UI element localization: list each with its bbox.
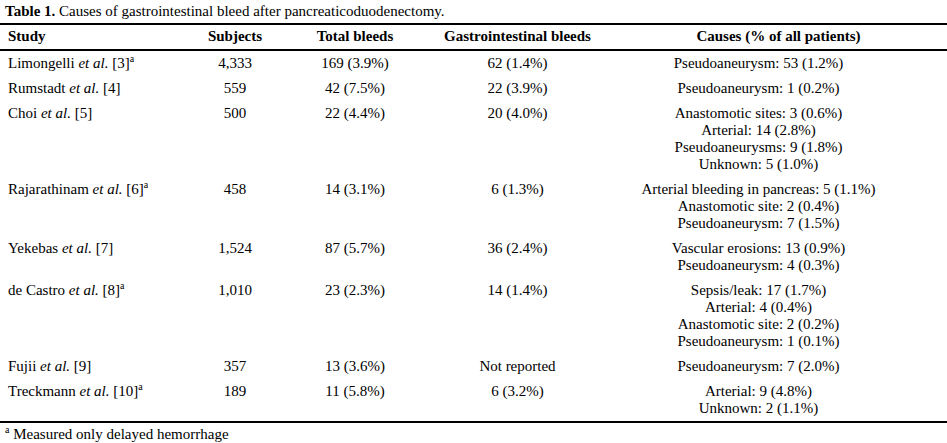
footnote-marker: a bbox=[5, 424, 9, 435]
cause-line: Pseudoaneurysm: 1 (0.2%) bbox=[610, 80, 907, 97]
table-footnote: a Measured only delayed hemorrhage bbox=[0, 423, 947, 443]
table-row: Choi et al. [5]50022 (4.4%)20 (4.0%)Anas… bbox=[0, 101, 947, 177]
total-bleeds-cell: 11 (5.8%) bbox=[285, 379, 425, 422]
total-bleeds-cell: 42 (7.5%) bbox=[285, 76, 425, 101]
subjects-cell: 189 bbox=[185, 379, 285, 422]
cause-line: Anastomotic sites: 3 (0.6%) bbox=[610, 105, 907, 122]
cause-line: Unknown: 2 (1.1%) bbox=[610, 400, 907, 417]
subjects-cell: 1,010 bbox=[185, 278, 285, 354]
cause-line: Pseudoaneurysm: 53 (1.2%) bbox=[610, 55, 907, 72]
study-cell: de Castro et al. [8]a bbox=[0, 278, 185, 354]
table-body: Limongelli et al. [3]a4,333169 (3.9%)62 … bbox=[0, 50, 947, 422]
table-row: Rajarathinam et al. [6]a45814 (3.1%)6 (1… bbox=[0, 177, 947, 236]
cause-line: Pseudoaneurysm: 7 (1.5%) bbox=[610, 215, 907, 232]
table-row: Fujii et al. [9]35713 (3.6%)Not reported… bbox=[0, 354, 947, 379]
gi-bleeds-cell: Not reported bbox=[425, 354, 610, 379]
subjects-cell: 4,333 bbox=[185, 50, 285, 76]
cause-line: Sepsis/leak: 17 (1.7%) bbox=[610, 282, 907, 299]
study-cell: Choi et al. [5] bbox=[0, 101, 185, 177]
study-cell: Treckmann et al. [10]a bbox=[0, 379, 185, 422]
total-bleeds-cell: 14 (3.1%) bbox=[285, 177, 425, 236]
causes-cell: Arterial: 9 (4.8%)Unknown: 2 (1.1%) bbox=[610, 379, 947, 422]
cause-line: Arterial: 4 (0.4%) bbox=[610, 299, 907, 316]
causes-table: Study Subjects Total bleeds Gastrointest… bbox=[0, 25, 947, 423]
column-header-causes: Causes (% of all patients) bbox=[610, 25, 947, 50]
column-header-gi-bleeds: Gastrointestinal bleeds bbox=[425, 25, 610, 50]
causes-cell: Vascular erosions: 13 (0.9%)Pseudoaneury… bbox=[610, 236, 947, 278]
total-bleeds-cell: 13 (3.6%) bbox=[285, 354, 425, 379]
subjects-cell: 559 bbox=[185, 76, 285, 101]
column-header-total-bleeds: Total bleeds bbox=[285, 25, 425, 50]
gi-bleeds-cell: 6 (3.2%) bbox=[425, 379, 610, 422]
total-bleeds-cell: 23 (2.3%) bbox=[285, 278, 425, 354]
table-row: Treckmann et al. [10]a18911 (5.8%)6 (3.2… bbox=[0, 379, 947, 422]
causes-cell: Pseudoaneurysm: 53 (1.2%) bbox=[610, 50, 947, 76]
et-al-italic: et al. bbox=[78, 55, 108, 71]
cause-line: Anastomotic site: 2 (0.4%) bbox=[610, 198, 907, 215]
gi-bleeds-cell: 36 (2.4%) bbox=[425, 236, 610, 278]
causes-cell: Anastomotic sites: 3 (0.6%)Arterial: 14 … bbox=[610, 101, 947, 177]
header-row: Study Subjects Total bleeds Gastrointest… bbox=[0, 25, 947, 50]
cause-line: Arterial bleeding in pancreas: 5 (1.1%) bbox=[610, 181, 907, 198]
cause-line: Pseudoaneurysm: 7 (2.0%) bbox=[610, 358, 907, 375]
gi-bleeds-cell: 14 (1.4%) bbox=[425, 278, 610, 354]
footnote-marker: a bbox=[120, 280, 124, 291]
column-header-study: Study bbox=[0, 25, 185, 50]
subjects-cell: 458 bbox=[185, 177, 285, 236]
total-bleeds-cell: 22 (4.4%) bbox=[285, 101, 425, 177]
cause-line: Pseudoaneurysms: 9 (1.8%) bbox=[610, 139, 907, 156]
footnote-text: Measured only delayed hemorrhage bbox=[13, 426, 228, 442]
et-al-italic: et al. bbox=[80, 383, 110, 399]
cause-line: Vascular erosions: 13 (0.9%) bbox=[610, 240, 907, 257]
study-cell: Yekebas et al. [7] bbox=[0, 236, 185, 278]
table-row: Yekebas et al. [7]1,52487 (5.7%)36 (2.4%… bbox=[0, 236, 947, 278]
table-row: Limongelli et al. [3]a4,333169 (3.9%)62 … bbox=[0, 50, 947, 76]
subjects-cell: 500 bbox=[185, 101, 285, 177]
subjects-cell: 1,524 bbox=[185, 236, 285, 278]
table-title-text: Causes of gastrointestinal bleed after p… bbox=[55, 3, 444, 19]
gi-bleeds-cell: 6 (1.3%) bbox=[425, 177, 610, 236]
cause-line: Pseudoaneurysm: 4 (0.3%) bbox=[610, 257, 907, 274]
et-al-italic: et al. bbox=[93, 181, 123, 197]
total-bleeds-cell: 169 (3.9%) bbox=[285, 50, 425, 76]
cause-line: Pseudoaneurysm: 1 (0.1%) bbox=[610, 333, 907, 350]
cause-line: Arterial: 9 (4.8%) bbox=[610, 383, 907, 400]
footnote-marker: a bbox=[144, 179, 148, 190]
footnote-marker: a bbox=[130, 53, 134, 64]
cause-line: Arterial: 14 (2.8%) bbox=[610, 122, 907, 139]
table-title: Table 1. Causes of gastrointestinal blee… bbox=[0, 0, 947, 25]
study-cell: Rajarathinam et al. [6]a bbox=[0, 177, 185, 236]
causes-cell: Arterial bleeding in pancreas: 5 (1.1%)A… bbox=[610, 177, 947, 236]
table-header: Study Subjects Total bleeds Gastrointest… bbox=[0, 25, 947, 50]
et-al-italic: et al. bbox=[40, 358, 70, 374]
table-row: de Castro et al. [8]a1,01023 (2.3%)14 (1… bbox=[0, 278, 947, 354]
table-title-label: Table 1. bbox=[5, 3, 55, 19]
gi-bleeds-cell: 22 (3.9%) bbox=[425, 76, 610, 101]
et-al-italic: et al. bbox=[69, 80, 99, 96]
column-header-subjects: Subjects bbox=[185, 25, 285, 50]
causes-cell: Sepsis/leak: 17 (1.7%)Arterial: 4 (0.4%)… bbox=[610, 278, 947, 354]
et-al-italic: et al. bbox=[41, 105, 71, 121]
causes-cell: Pseudoaneurysm: 7 (2.0%) bbox=[610, 354, 947, 379]
cause-line: Unknown: 5 (1.0%) bbox=[610, 156, 907, 173]
total-bleeds-cell: 87 (5.7%) bbox=[285, 236, 425, 278]
cause-line: Anastomotic site: 2 (0.2%) bbox=[610, 316, 907, 333]
study-cell: Limongelli et al. [3]a bbox=[0, 50, 185, 76]
et-al-italic: et al. bbox=[69, 282, 99, 298]
gi-bleeds-cell: 62 (1.4%) bbox=[425, 50, 610, 76]
table-row: Rumstadt et al. [4]55942 (7.5%)22 (3.9%)… bbox=[0, 76, 947, 101]
et-al-italic: et al. bbox=[62, 240, 92, 256]
gi-bleeds-cell: 20 (4.0%) bbox=[425, 101, 610, 177]
study-cell: Rumstadt et al. [4] bbox=[0, 76, 185, 101]
footnote-marker: a bbox=[138, 381, 142, 392]
causes-cell: Pseudoaneurysm: 1 (0.2%) bbox=[610, 76, 947, 101]
study-cell: Fujii et al. [9] bbox=[0, 354, 185, 379]
paper-table-page: Table 1. Causes of gastrointestinal blee… bbox=[0, 0, 947, 443]
subjects-cell: 357 bbox=[185, 354, 285, 379]
